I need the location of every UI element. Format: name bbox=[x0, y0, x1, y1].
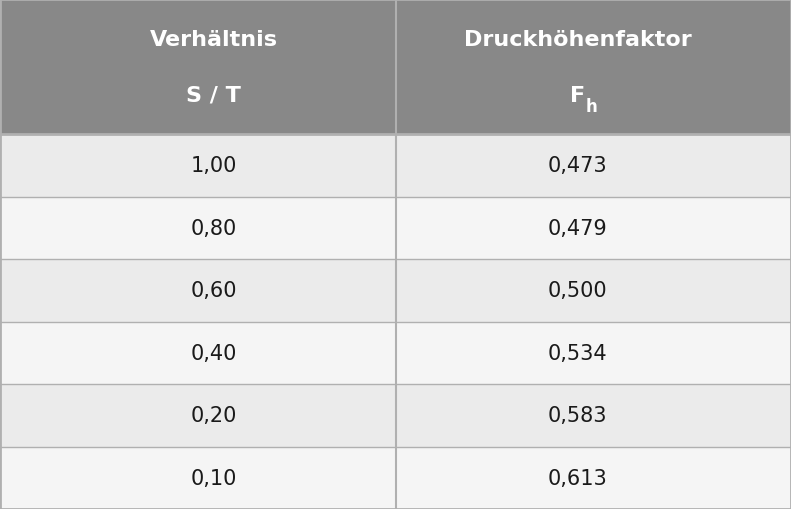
Text: 0,20: 0,20 bbox=[191, 406, 237, 426]
Text: 0,613: 0,613 bbox=[547, 468, 607, 488]
Bar bbox=[0, 260, 791, 322]
Text: 0,534: 0,534 bbox=[547, 343, 607, 363]
Text: 0,473: 0,473 bbox=[547, 156, 607, 176]
Text: 0,479: 0,479 bbox=[547, 218, 607, 238]
Text: Verhältnis: Verhältnis bbox=[149, 30, 278, 49]
Text: 1,00: 1,00 bbox=[191, 156, 237, 176]
Text: h: h bbox=[586, 98, 597, 116]
Text: 0,60: 0,60 bbox=[191, 281, 237, 301]
Text: 0,583: 0,583 bbox=[547, 406, 607, 426]
Text: 0,10: 0,10 bbox=[191, 468, 237, 488]
Bar bbox=[0, 384, 791, 447]
Bar bbox=[0, 0, 791, 135]
Text: 0,80: 0,80 bbox=[191, 218, 237, 238]
Bar bbox=[0, 447, 791, 509]
Bar bbox=[0, 197, 791, 260]
Text: F: F bbox=[570, 86, 585, 105]
Text: S / T: S / T bbox=[186, 86, 241, 105]
Bar bbox=[0, 322, 791, 384]
Text: Druckhöhenfaktor: Druckhöhenfaktor bbox=[464, 30, 691, 49]
Text: 0,500: 0,500 bbox=[547, 281, 607, 301]
Bar bbox=[0, 135, 791, 197]
Text: 0,40: 0,40 bbox=[191, 343, 237, 363]
